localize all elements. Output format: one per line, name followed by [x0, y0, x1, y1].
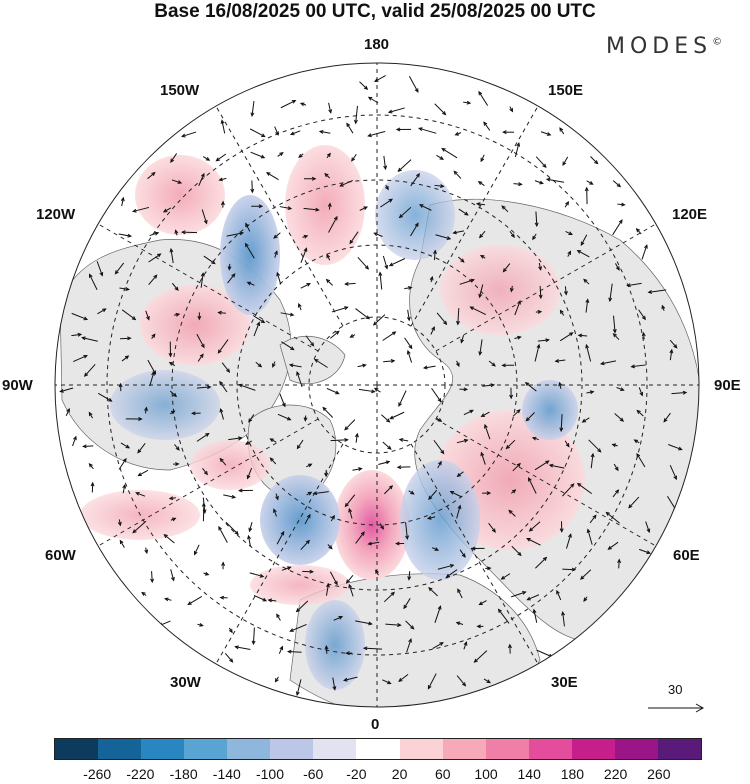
lon-label-90w: 90W	[2, 377, 33, 394]
legend-swatch	[572, 739, 615, 759]
lon-label-180: 180	[364, 36, 389, 53]
legend-swatch	[486, 739, 529, 759]
legend-swatch	[141, 739, 184, 759]
legend-swatch	[615, 739, 658, 759]
reference-vector: 30	[646, 682, 706, 722]
legend-tick-label: 260	[647, 766, 670, 782]
legend-swatch	[313, 739, 356, 759]
legend-tick-label: -220	[126, 766, 154, 782]
anomaly-positive	[135, 155, 225, 235]
legend-swatch	[184, 739, 227, 759]
lon-label-0: 0	[371, 716, 379, 733]
legend-tick-label: 20	[392, 766, 408, 782]
lon-label-150e: 150E	[548, 82, 583, 99]
lon-label-30w: 30W	[170, 674, 201, 691]
legend-tick-label: 220	[604, 766, 627, 782]
legend-swatch	[658, 739, 701, 759]
color-legend	[54, 738, 702, 760]
legend-swatch	[443, 739, 486, 759]
anomaly-positive	[190, 440, 270, 490]
anomaly-negative	[110, 370, 220, 440]
legend-ticks: -260 -220 -180 -140 -100 -60 -20 20 60 100 140 180 2…	[0, 766, 750, 784]
legend-swatch	[400, 739, 443, 759]
lon-label-150w: 150W	[160, 82, 199, 99]
legend-swatch	[356, 739, 399, 759]
legend-tick-label: 180	[561, 766, 584, 782]
legend-tick-label: -260	[83, 766, 111, 782]
legend-tick-label: -20	[346, 766, 366, 782]
legend-tick-label: -140	[213, 766, 241, 782]
anomaly-negative	[522, 380, 578, 440]
anomaly-negative	[220, 195, 280, 315]
legend-tick-label: 60	[435, 766, 451, 782]
reference-vector-label: 30	[668, 682, 682, 697]
reference-arrow-icon	[646, 700, 706, 720]
lon-label-60e: 60E	[673, 547, 700, 564]
lon-label-30e: 30E	[551, 674, 578, 691]
anomaly-negative	[260, 475, 340, 565]
legend-tick-label: -100	[256, 766, 284, 782]
legend-swatch	[270, 739, 313, 759]
legend-swatch	[227, 739, 270, 759]
polar-map	[0, 0, 750, 735]
lon-label-60w: 60W	[45, 547, 76, 564]
legend-tick-label: 140	[518, 766, 541, 782]
lon-label-120e: 120E	[672, 206, 707, 223]
legend-swatch	[55, 739, 98, 759]
anomaly-negative	[305, 600, 365, 690]
legend-swatch	[529, 739, 572, 759]
legend-tick-label: -60	[303, 766, 323, 782]
legend-swatch	[98, 739, 141, 759]
legend-tick-label: -180	[170, 766, 198, 782]
legend-tick-label: 100	[474, 766, 497, 782]
lon-label-90e: 90E	[714, 377, 741, 394]
anomaly-negative	[400, 460, 480, 580]
lon-label-120w: 120W	[36, 206, 75, 223]
